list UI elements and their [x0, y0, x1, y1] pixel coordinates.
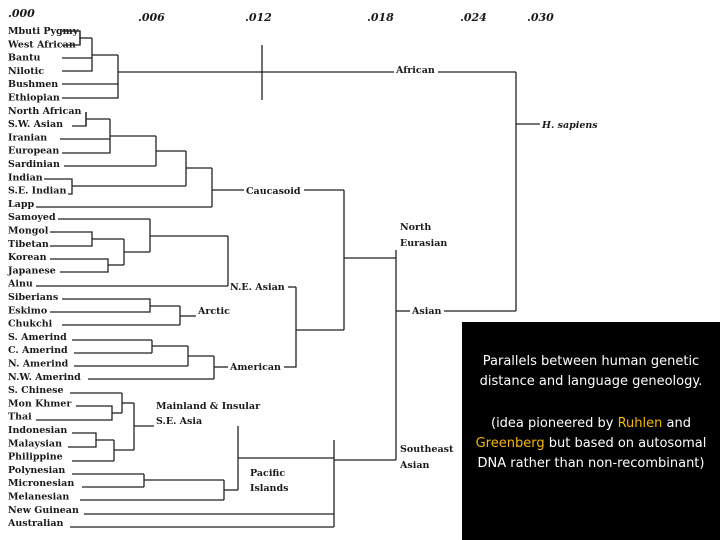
leaf-label: Tibetan [8, 239, 49, 250]
leaf-label: Japanese [7, 265, 56, 276]
clade-african: African [395, 65, 435, 76]
leaf-label: S.E. Indian [8, 186, 66, 197]
leaf-label: Indian [8, 172, 43, 183]
leaf-label: West African [7, 39, 76, 50]
caption-highlight-greenberg: Greenberg [475, 436, 545, 451]
axis-label-006: .006 [138, 11, 165, 24]
leaf-label: Mongol [8, 226, 49, 237]
clade-north: North [400, 222, 431, 233]
leaf-label: Malaysian [8, 438, 62, 449]
leaf-label: S.W. Asian [8, 119, 63, 130]
axis-label-000: .000 [8, 7, 35, 20]
leaf-label: Melanesian [8, 492, 69, 503]
leaf-label: Nilotic [8, 66, 44, 77]
leaf-label: New Guinean [8, 505, 79, 516]
caption-box: Parallels between human genetic distance… [462, 322, 720, 540]
leaf-label: Thai [8, 412, 32, 423]
clade-arctic: Arctic [197, 306, 230, 317]
leaf-label: Eskimo [8, 305, 47, 316]
clade-pacific: Pacific [250, 468, 285, 479]
leaf-label: Chukchi [8, 319, 53, 330]
leaf-label: Indonesian [8, 425, 67, 436]
caption-note-post: but based on autosomal DNA rather than n… [477, 436, 707, 471]
leaf-label: Iranian [8, 132, 47, 143]
clade-mainland-insular: Mainland & Insular [156, 401, 261, 412]
leaf-label: Philippine [8, 452, 63, 463]
leaf-label: Ainu [7, 279, 33, 290]
leaf-label: Mbuti Pygmy [8, 26, 79, 37]
axis-label-018: .018 [367, 11, 394, 24]
clade-american: American [229, 362, 281, 373]
leaf-label: C. Amerind [8, 345, 68, 356]
clade-ne-asian: N.E. Asian [230, 282, 285, 293]
caption-note: (idea pioneered by Ruhlen and Greenberg … [466, 414, 716, 474]
leaf-label: Bushmen [8, 79, 58, 90]
axis-label-030: .030 [527, 11, 554, 24]
axis-label-012: .012 [245, 11, 272, 24]
genetic-tree-diagram: .000 .006 .012 .018 .024 .030 Mbuti Pygm… [7, 7, 598, 529]
leaf-label: Australian [7, 518, 64, 529]
clade-southeast: Southeast [400, 444, 454, 455]
caption-note-pre: (idea pioneered by [491, 416, 618, 431]
leaf-label: S. Amerind [8, 332, 67, 343]
caption-main: Parallels between human genetic distance… [479, 354, 703, 389]
clade-h-sapiens: H. sapiens [541, 120, 598, 131]
leaf-label: European [8, 146, 59, 157]
leaf-label: N.W. Amerind [8, 372, 81, 383]
clade-se-asia: S.E. Asia [156, 416, 202, 427]
clade-eurasian: Eurasian [400, 238, 447, 249]
leaf-label: Polynesian [8, 465, 65, 476]
leaf-label: Micronesian [8, 478, 74, 489]
leaf-label: Siberians [8, 292, 58, 303]
leaf-label: S. Chinese [8, 385, 64, 396]
leaf-label: N. Amerind [8, 359, 69, 370]
leaf-label: Samoyed [8, 212, 56, 223]
leaf-label: Ethiopian [8, 93, 60, 104]
caption-highlight-ruhlen: Ruhlen [617, 416, 663, 431]
leaf-labels: Mbuti Pygmy West African Bantu Nilotic Bushm… [7, 26, 81, 529]
caption-note-mid: and [662, 416, 691, 431]
leaf-label: Lapp [8, 199, 34, 210]
leaf-label: Korean [8, 252, 47, 263]
clade-islands: Islands [250, 483, 288, 494]
clade-southeast-asian: Asian [399, 460, 429, 471]
leaf-label: Bantu [8, 53, 40, 64]
leaf-label: North African [8, 106, 81, 117]
clade-caucasoid: Caucasoid [246, 186, 301, 197]
axis-label-024: .024 [460, 11, 487, 24]
clade-asian: Asian [411, 306, 441, 317]
tree-branches [36, 30, 540, 528]
leaf-label: Sardinian [8, 159, 60, 170]
leaf-label: Mon Khmer [8, 398, 72, 409]
